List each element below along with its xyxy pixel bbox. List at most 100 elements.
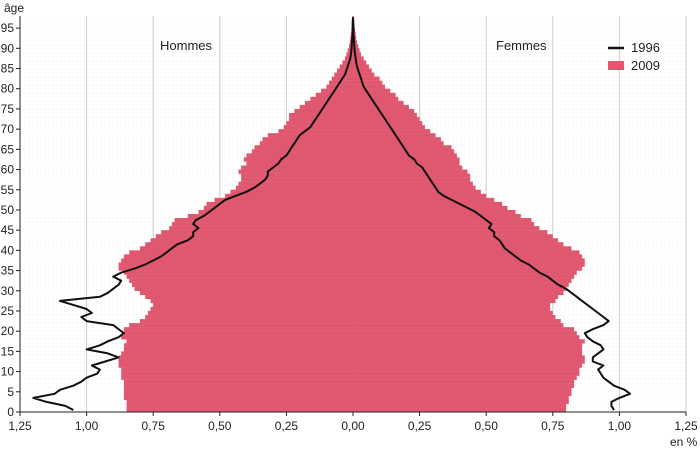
- bar-2009-women: [353, 254, 583, 259]
- y-tick-label: 20: [1, 324, 15, 338]
- bar-2009-women: [353, 56, 364, 61]
- y-tick-label: 45: [1, 223, 15, 237]
- bar-2009-men: [123, 327, 354, 332]
- bar-2009-women: [353, 230, 548, 235]
- y-tick-label: 55: [1, 183, 15, 197]
- bar-2009-men: [246, 153, 353, 158]
- y-tick-label: 95: [1, 21, 15, 35]
- bar-2009-women: [353, 177, 471, 182]
- bar-2009-men: [123, 270, 354, 275]
- bar-2009-women: [353, 52, 361, 57]
- bar-2009-men: [267, 133, 353, 138]
- left-panel-label: Hommes: [160, 38, 213, 53]
- bar-2009-men: [339, 64, 353, 69]
- bar-2009-women: [353, 286, 567, 291]
- bar-2009-men: [134, 286, 353, 291]
- bar-2009-men: [118, 262, 354, 267]
- bar-2009-men: [251, 149, 353, 154]
- y-tick-label: 35: [1, 264, 15, 278]
- bar-2009-men: [155, 234, 353, 239]
- bar-2009-men: [123, 387, 354, 392]
- bar-2009-women: [353, 363, 583, 368]
- bar-2009-women: [353, 282, 569, 287]
- x-tick-label: 0,25: [408, 419, 432, 433]
- x-tick-label: 1,00: [75, 419, 99, 433]
- bar-2009-women: [353, 209, 516, 215]
- bar-2009-men: [310, 96, 353, 102]
- bar-2009-women: [353, 315, 556, 320]
- bar-2009-men: [198, 209, 353, 215]
- x-tick-label: 0,75: [142, 419, 166, 433]
- bar-2009-women: [353, 193, 487, 199]
- bar-2009-men: [123, 395, 354, 401]
- bar-2009-men: [150, 238, 353, 243]
- bar-2009-women: [353, 319, 561, 324]
- bar-2009-men: [126, 399, 353, 405]
- bar-2009-men: [121, 375, 354, 380]
- bar-2009-men: [206, 201, 353, 207]
- bar-2009-women: [353, 96, 399, 102]
- bar-2009-men: [139, 290, 353, 296]
- x-tick-label: 1,00: [608, 419, 632, 433]
- bar-2009-women: [353, 88, 391, 93]
- bar-2009-women: [353, 347, 583, 352]
- bar-2009-men: [329, 80, 353, 85]
- bar-2009-men: [305, 100, 353, 106]
- bar-2009-women: [353, 44, 359, 49]
- bar-2009-women: [353, 117, 420, 122]
- bar-2009-men: [214, 197, 353, 203]
- bar-2009-men: [126, 407, 353, 413]
- bar-2009-women: [353, 100, 404, 106]
- bar-2009-men: [262, 137, 353, 142]
- bar-2009-women: [353, 403, 567, 409]
- line-1996-layer: [32, 17, 632, 411]
- bar-2009-men: [129, 278, 353, 283]
- bar-2009-men: [289, 112, 353, 118]
- bar-2009-men: [238, 181, 353, 186]
- bar-2009-men: [321, 88, 353, 93]
- bar-2009-men: [150, 298, 353, 304]
- bar-2009-men: [126, 403, 353, 409]
- bar-2009-women: [353, 129, 431, 134]
- x-tick-label: 0,25: [275, 419, 299, 433]
- bar-2009-women: [353, 104, 409, 110]
- bar-2009-women: [353, 387, 572, 392]
- bar-2009-women: [353, 391, 572, 397]
- bar-2009-men: [347, 48, 353, 53]
- bar-2009-men: [246, 161, 353, 166]
- bar-2009-women: [353, 339, 585, 344]
- y-tick-label: 75: [1, 102, 15, 116]
- bar-2009-women: [353, 371, 580, 376]
- bar-2009-women: [353, 157, 460, 162]
- bar-2009-men: [254, 145, 353, 150]
- bar-2009-women: [353, 169, 468, 174]
- bar-2009-women: [353, 92, 396, 98]
- bar-2009-women: [353, 72, 375, 77]
- bar-2009-men: [289, 117, 353, 122]
- bar-2009-men: [123, 383, 354, 388]
- bar-2009-women: [353, 173, 471, 178]
- bar-2009-women: [353, 306, 551, 312]
- bar-2009-women: [353, 205, 508, 211]
- bar-2009-men: [123, 254, 354, 259]
- bar-2009-men: [145, 294, 353, 300]
- bar-2009-women: [353, 141, 444, 146]
- bar-2009-men: [121, 335, 354, 340]
- bar-2009-women: [353, 161, 460, 166]
- bar-2009-women: [353, 197, 495, 203]
- bar-2009-men: [235, 185, 353, 190]
- bar-2009-women: [353, 64, 369, 69]
- bar-2009-men: [123, 347, 354, 352]
- bar-2009-men: [278, 129, 353, 134]
- bar-2009-women: [353, 165, 463, 170]
- bar-2009-women: [353, 218, 532, 223]
- bar-2009-women: [353, 181, 473, 186]
- bar-2009-women: [353, 266, 583, 271]
- bar-2009-women: [353, 407, 567, 413]
- x-tick-label: 1,25: [8, 419, 32, 433]
- bar-2009-women: [353, 258, 585, 263]
- bar-2009-men: [241, 165, 353, 170]
- bar-2009-women: [353, 238, 559, 243]
- bar-2009-women: [353, 60, 367, 65]
